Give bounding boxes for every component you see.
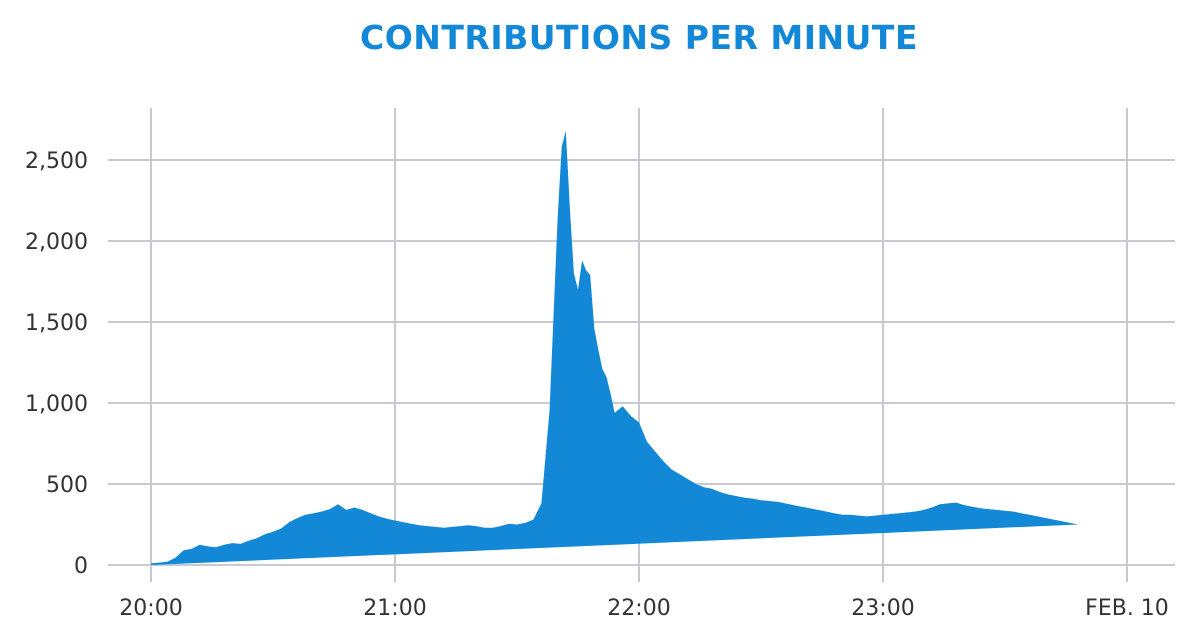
y-tick-label: 0 <box>74 554 88 579</box>
x-axis: 20:00 21:00 22:00 23:00 FEB. 10 <box>119 596 1169 621</box>
x-tick-label: 21:00 <box>363 596 426 621</box>
series-area <box>151 130 1079 566</box>
y-tick-label: 2,500 <box>25 149 88 174</box>
x-tick-label: 20:00 <box>119 596 182 621</box>
y-tick-label: 1,000 <box>25 392 88 417</box>
y-tick-label: 2,000 <box>25 230 88 255</box>
x-tick-label: 22:00 <box>607 596 670 621</box>
x-tick-label: 23:00 <box>851 596 914 621</box>
x-tick-label: FEB. 10 <box>1085 596 1169 621</box>
y-tick-label: 500 <box>46 473 88 498</box>
area-layer <box>151 130 1079 566</box>
y-tick-label: 1,500 <box>25 311 88 336</box>
y-axis: 0 500 1,000 1,500 2,000 2,500 <box>25 149 88 579</box>
chart-title: CONTRIBUTIONS PER MINUTE <box>360 18 918 57</box>
